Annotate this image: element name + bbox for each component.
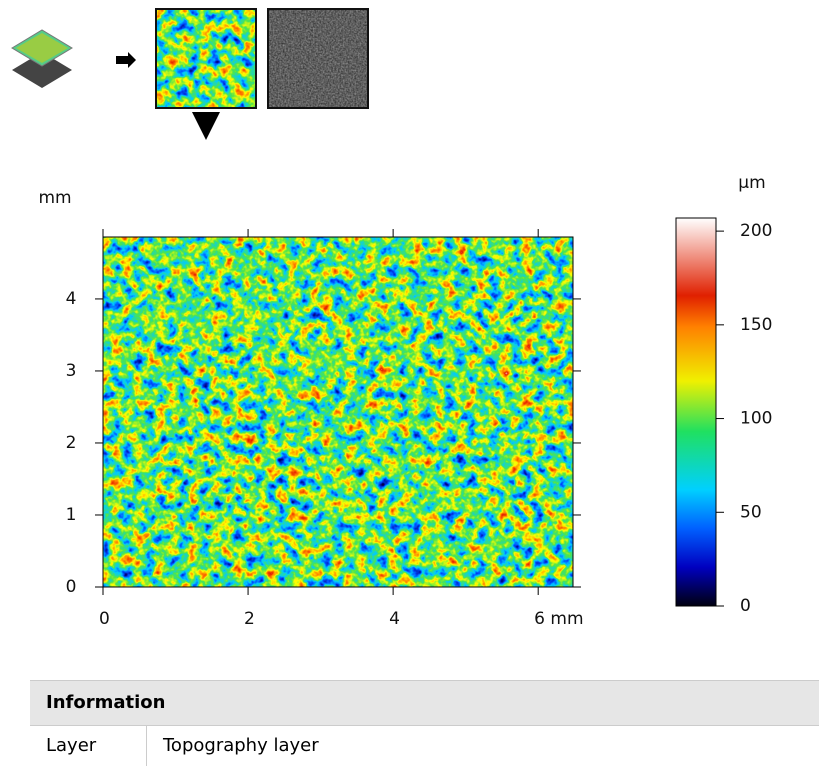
colorbar-tick-label: 100 [740, 409, 772, 429]
table-title: Information [30, 680, 819, 726]
layer-icon[interactable] [11, 29, 73, 88]
y-tick-label: 1 [66, 505, 77, 525]
colorbar-tick-label: 150 [740, 315, 772, 335]
y-tick-label: 2 [66, 433, 77, 453]
x-tick-label: 2 [244, 609, 255, 629]
row-key: Layer [30, 726, 147, 766]
arrow-icon [116, 52, 136, 68]
y-axis-unit: mm [38, 188, 71, 208]
info-table: Information Layer Topography layer [30, 680, 819, 766]
thumbnail-topography[interactable] [156, 9, 256, 108]
y-tick-label: 3 [66, 361, 77, 381]
row-value: Topography layer [163, 735, 319, 756]
height-map [103, 237, 573, 587]
colorbar-tick-label: 0 [740, 596, 751, 616]
y-tick-label: 4 [66, 289, 77, 309]
selection-pointer [192, 112, 220, 140]
colorbar-tick-label: 50 [740, 502, 762, 522]
thumbnail-intensity[interactable] [268, 9, 368, 108]
topography-view: mm µm 0 2 4 6 mm 0 1 2 3 4 0 50 100 150 200 [11, 8, 773, 629]
x-tick-label: 0 [99, 609, 110, 629]
thumbnail-border [155, 8, 257, 109]
x-tick-label: 6 mm [534, 609, 583, 629]
axes: 0 2 4 6 mm 0 1 2 3 4 0 50 100 150 200 [66, 221, 773, 629]
table-row: Layer Topography layer [30, 726, 819, 766]
plot-frame [102, 236, 574, 588]
x-tick-label: 4 [389, 609, 400, 629]
y-tick-label: 0 [66, 577, 77, 597]
colorbar [675, 217, 717, 607]
thumbnail-border [267, 8, 369, 109]
colorbar-tick-label: 200 [740, 221, 772, 241]
colorbar-unit: µm [738, 173, 765, 193]
